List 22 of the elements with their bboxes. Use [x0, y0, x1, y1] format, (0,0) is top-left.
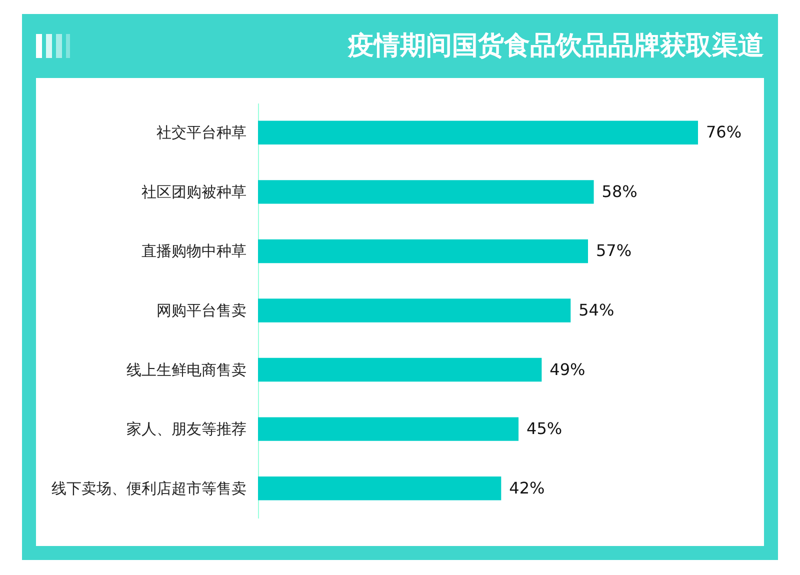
data-label: 57%	[596, 241, 632, 260]
bar	[258, 358, 542, 382]
data-label: 45%	[526, 419, 562, 438]
y-tick-label: 线下卖场、便利店超市等售卖	[52, 479, 246, 498]
bar	[258, 476, 502, 500]
bar	[258, 180, 594, 204]
data-label: 54%	[578, 300, 614, 320]
y-tick-label: 家人、朋友等推荐	[126, 420, 246, 438]
y-tick-label: 网购平台售卖	[156, 302, 246, 320]
y-tick-label: 线上生鲜电商售卖	[126, 360, 246, 379]
bar	[258, 298, 571, 322]
data-label: 42%	[509, 478, 545, 498]
data-label: 76%	[706, 122, 742, 142]
chart-title: 疫情期间国货食品饮品品牌获取渠道	[348, 30, 764, 63]
y-tick-label: 直播购物中种草	[142, 242, 246, 260]
bar	[258, 239, 588, 264]
y-tick-label: 社区团购被种草	[142, 182, 246, 201]
y-tick-label: 社交平台种草	[156, 124, 246, 142]
data-label: 58%	[602, 182, 638, 201]
bar	[258, 120, 698, 144]
data-label: 49%	[550, 360, 586, 379]
bar	[258, 417, 519, 441]
